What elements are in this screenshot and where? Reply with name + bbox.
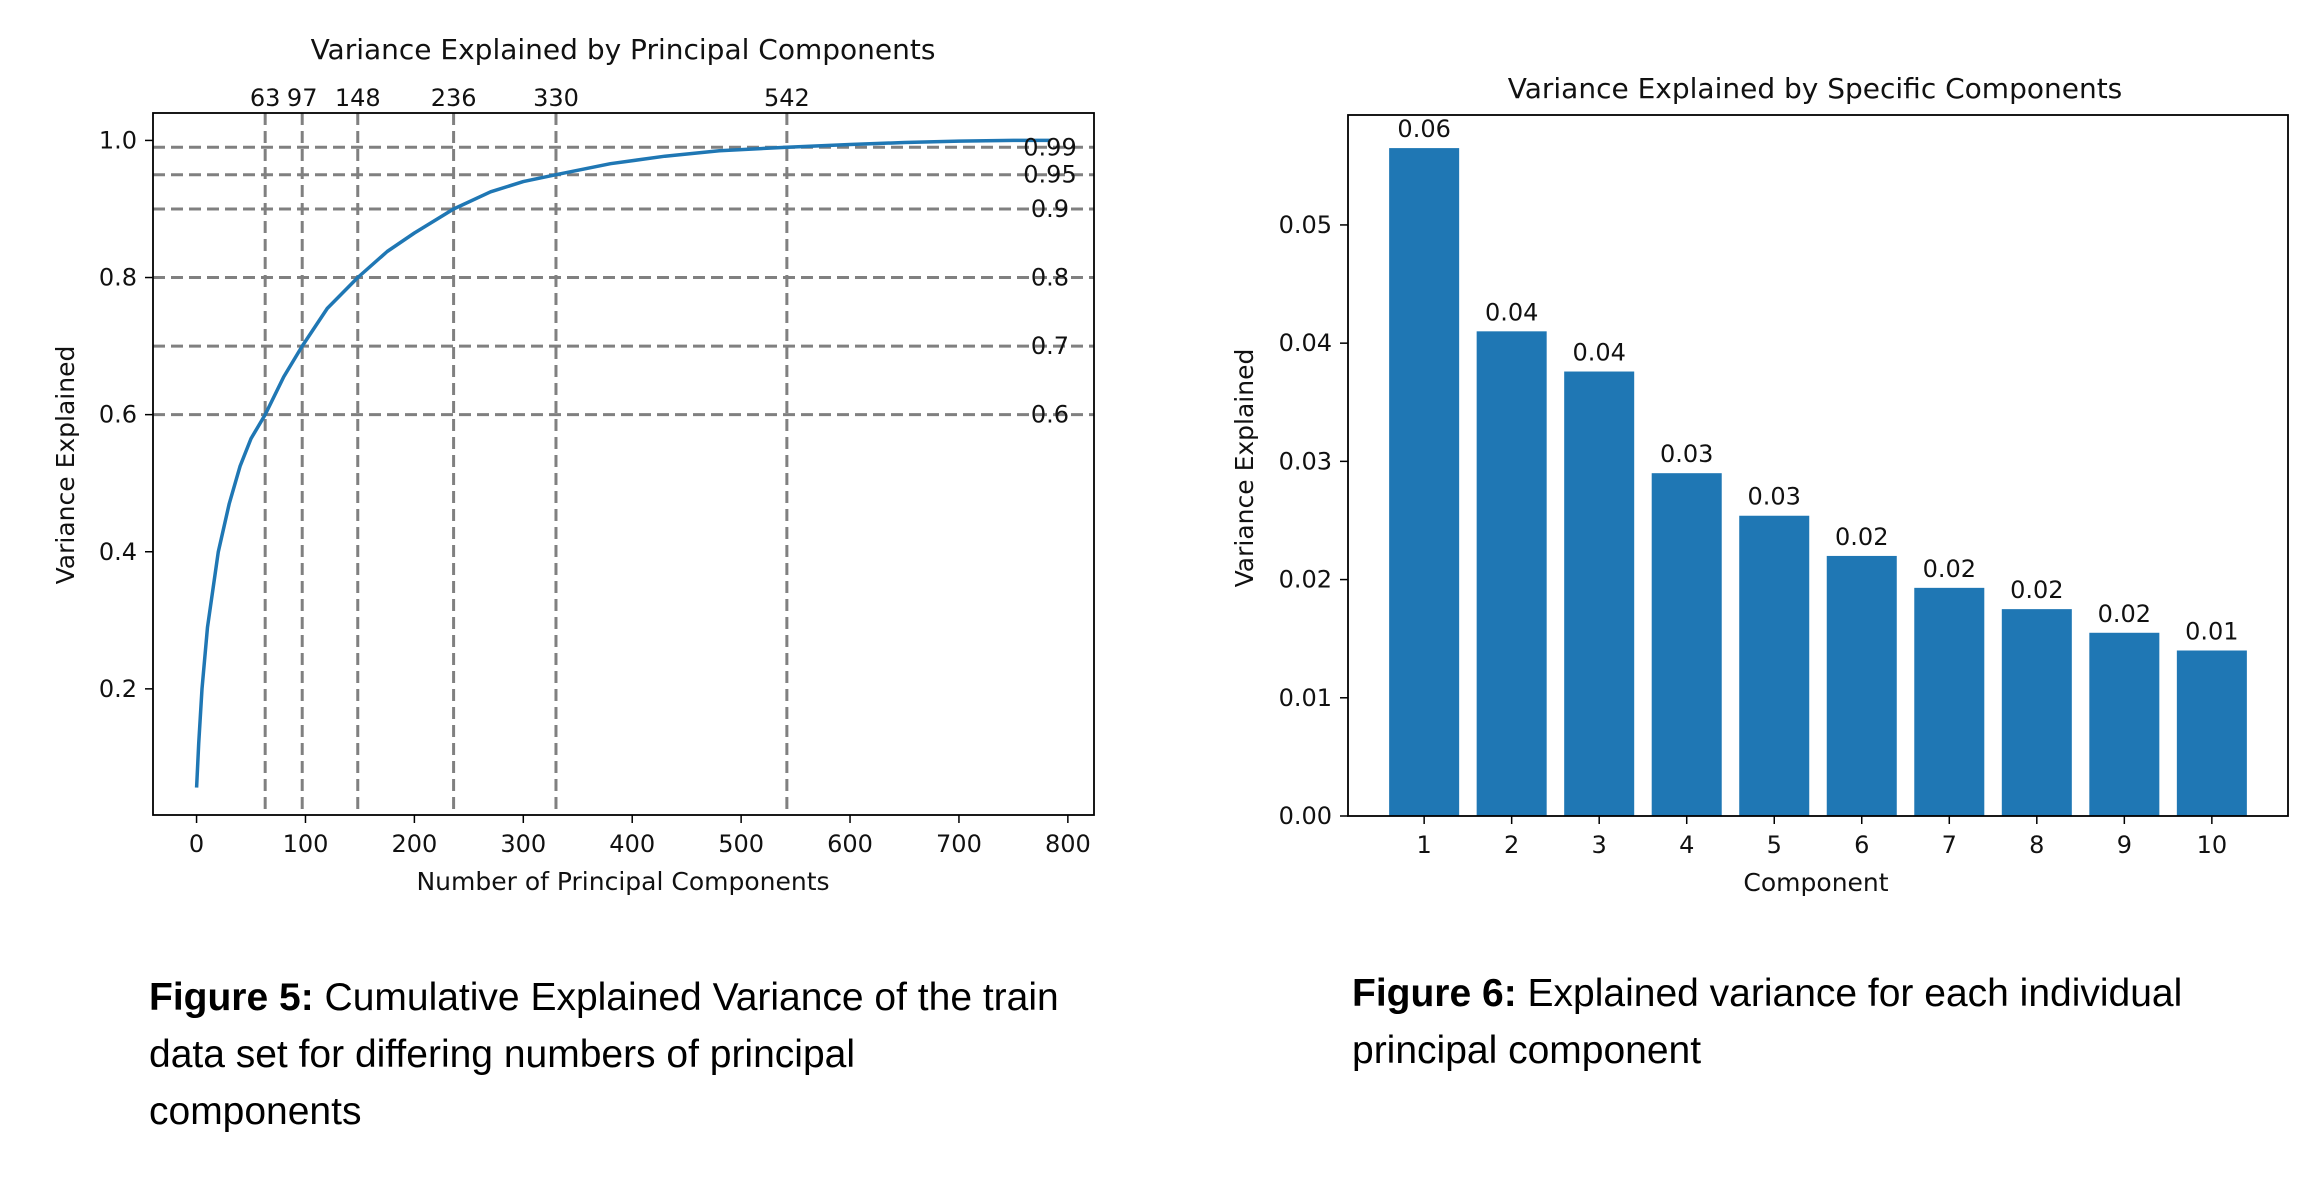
chart2-y-tick-label-0: 0.00	[1279, 802, 1332, 830]
bar-component-4	[1651, 473, 1722, 816]
bar-value-label-10: 0.01	[2185, 618, 2238, 646]
chart1-y-tick-label-3: 0.8	[99, 264, 137, 292]
figure-5-label: Figure 5:	[149, 976, 314, 1019]
chart2-x-tick-label-5: 6	[1854, 831, 1869, 859]
threshold-value-label-3: 0.9	[1031, 195, 1069, 223]
chart1-x-axis-label: Number of Principal Components	[416, 867, 829, 896]
chart2-x-tick-label-9: 10	[2197, 831, 2228, 859]
threshold-component-label-1: 97	[287, 84, 318, 112]
chart1-x-tick-label-8: 800	[1045, 830, 1091, 858]
bar-component-2	[1476, 331, 1547, 816]
threshold-value-label-4: 0.95	[1023, 161, 1076, 189]
chart2-y-tick-label-5: 0.05	[1279, 211, 1332, 239]
bar-value-label-1: 0.06	[1397, 115, 1450, 143]
chart2-x-tick-label-1: 2	[1504, 831, 1519, 859]
bar-component-3	[1564, 371, 1635, 816]
chart1-x-tick-label-4: 400	[609, 830, 655, 858]
chart1-y-tick-label-1: 0.4	[99, 538, 137, 566]
chart1-x-tick-label-0: 0	[189, 830, 204, 858]
cumulative-variance-line	[194, 138, 1051, 788]
chart1-x-tick-label-2: 200	[391, 830, 437, 858]
bar-value-label-9: 0.02	[2098, 600, 2151, 628]
chart1-x-tick-label-5: 500	[718, 830, 764, 858]
cumulative-variance-chart: Variance Explained by Principal Componen…	[51, 33, 1095, 896]
chart1-x-tick-label-7: 700	[936, 830, 982, 858]
chart1-plot-frame	[152, 112, 1095, 816]
threshold-component-label-3: 236	[431, 84, 477, 112]
chart2-x-tick-label-6: 7	[1942, 831, 1957, 859]
chart2-x-axis-label: Component	[1743, 868, 1888, 897]
chart2-y-tick-label-1: 0.01	[1279, 684, 1332, 712]
bar-component-6	[1826, 555, 1897, 816]
bar-value-label-6: 0.02	[1835, 523, 1888, 551]
chart2-title: Variance Explained by Specific Component…	[1508, 72, 2123, 105]
bar-value-label-4: 0.03	[1660, 440, 1713, 468]
bar-component-9	[2089, 632, 2160, 816]
bar-component-5	[1739, 515, 1810, 816]
bar-component-1	[1389, 148, 1460, 816]
chart2-x-tick-label-0: 1	[1417, 831, 1432, 859]
chart2-plot-frame	[1347, 114, 2289, 817]
chart1-x-tick-label-3: 300	[500, 830, 546, 858]
bar-component-8	[2001, 609, 2072, 816]
chart1-y-axis-label: Variance Explained	[51, 346, 80, 585]
chart2-x-tick-label-8: 9	[2117, 831, 2132, 859]
chart1-y-tick-label-2: 0.6	[99, 401, 137, 429]
threshold-component-label-4: 330	[533, 84, 579, 112]
bar-component-10	[2176, 650, 2247, 816]
bar-value-label-7: 0.02	[1923, 555, 1976, 583]
bar-value-label-8: 0.02	[2010, 576, 2063, 604]
figure-5-caption: Figure 5: Cumulative Explained Variance …	[149, 969, 1069, 1140]
chart2-x-tick-label-3: 4	[1679, 831, 1694, 859]
chart2-y-tick-label-2: 0.02	[1279, 566, 1332, 594]
chart2-y-tick-label-3: 0.03	[1279, 447, 1332, 475]
chart1-x-tick-label-1: 100	[283, 830, 329, 858]
threshold-value-label-5: 0.99	[1023, 133, 1076, 161]
threshold-value-label-1: 0.7	[1031, 332, 1069, 360]
threshold-value-label-2: 0.8	[1031, 264, 1069, 292]
bar-value-label-5: 0.03	[1748, 483, 1801, 511]
figure-6-label: Figure 6:	[1352, 972, 1517, 1015]
chart2-y-tick-label-4: 0.04	[1279, 329, 1332, 357]
threshold-component-label-5: 542	[764, 84, 810, 112]
chart1-y-tick-label-4: 1.0	[99, 126, 137, 154]
threshold-component-label-0: 63	[250, 84, 281, 112]
chart2-x-tick-label-7: 8	[2029, 831, 2044, 859]
figure-5-text: Cumulative Explained Variance of the tra…	[149, 976, 1059, 1133]
bar-value-label-2: 0.04	[1485, 298, 1538, 326]
threshold-value-label-0: 0.6	[1031, 401, 1069, 429]
bar-component-7	[1914, 587, 1985, 816]
figure-6-text: Explained variance for each individual p…	[1352, 972, 2183, 1072]
chart2-y-axis-label: Variance Explained	[1230, 349, 1259, 588]
chart1-title: Variance Explained by Principal Componen…	[311, 33, 936, 66]
threshold-component-label-2: 148	[335, 84, 381, 112]
specific-components-bar-chart: Variance Explained by Specific Component…	[1230, 72, 2289, 897]
figure-6-caption: Figure 6: Explained variance for each in…	[1352, 965, 2252, 1079]
chart2-x-tick-label-2: 3	[1592, 831, 1607, 859]
bar-value-label-3: 0.04	[1572, 339, 1625, 367]
chart1-x-tick-label-6: 600	[827, 830, 873, 858]
chart2-x-tick-label-4: 5	[1767, 831, 1782, 859]
chart1-y-tick-label-0: 0.2	[99, 675, 137, 703]
